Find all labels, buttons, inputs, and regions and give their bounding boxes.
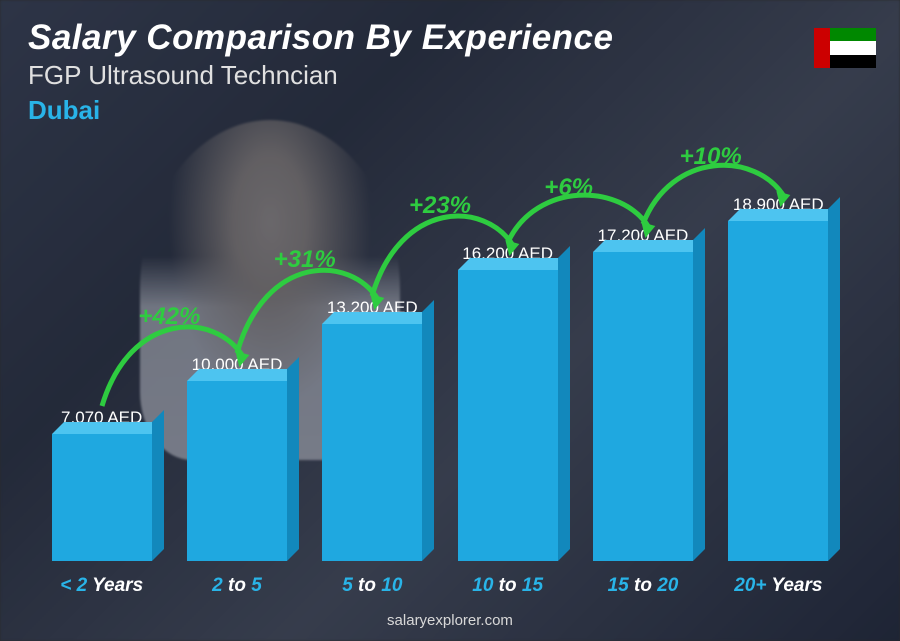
location-label: Dubai (28, 95, 613, 126)
flag-stripes (830, 28, 876, 68)
main-title: Salary Comparison By Experience (28, 18, 613, 58)
bar-slot: 18,900 AED (717, 195, 840, 561)
bar-slot: 10,000 AED (175, 355, 298, 561)
bar-slot: 17,200 AED (581, 226, 704, 561)
flag-stripe-mid (830, 41, 876, 54)
bar (728, 221, 828, 561)
x-axis-label: 20+ Years (717, 575, 840, 597)
bar (52, 434, 152, 561)
bar-chart: 7,070 AED 10,000 AED 13,200 AED 16,200 A… (40, 140, 840, 561)
flag-stripe-bot (830, 55, 876, 68)
bar-slot: 13,200 AED (311, 298, 434, 561)
bar (458, 270, 558, 561)
footer-credit: salaryexplorer.com (0, 612, 900, 629)
title-block: Salary Comparison By Experience FGP Ultr… (28, 18, 613, 126)
delta-label: +6% (544, 174, 593, 202)
x-axis-label: 2 to 5 (175, 575, 298, 597)
bar (322, 324, 422, 561)
x-axis-label: 5 to 10 (311, 575, 434, 597)
delta-label: +23% (409, 192, 471, 220)
bar-slot: 7,070 AED (40, 408, 163, 561)
subtitle: FGP Ultrasound Techncian (28, 60, 613, 91)
flag-stripe-top (830, 28, 876, 41)
country-flag-icon (814, 28, 876, 68)
bar-slot: 16,200 AED (446, 244, 569, 561)
bar (593, 252, 693, 561)
delta-label: +10% (680, 143, 742, 171)
bar (187, 381, 287, 561)
delta-label: +31% (274, 246, 336, 274)
flag-hoist (814, 28, 830, 68)
x-axis-label: 15 to 20 (581, 575, 704, 597)
x-axis-label: 10 to 15 (446, 575, 569, 597)
infographic-container: Salary Comparison By Experience FGP Ultr… (0, 0, 900, 641)
x-axis-labels: < 2 Years 2 to 5 5 to 10 10 to 15 15 to 20 20… (40, 575, 840, 597)
delta-label: +42% (138, 303, 200, 331)
x-axis-label: < 2 Years (40, 575, 163, 597)
